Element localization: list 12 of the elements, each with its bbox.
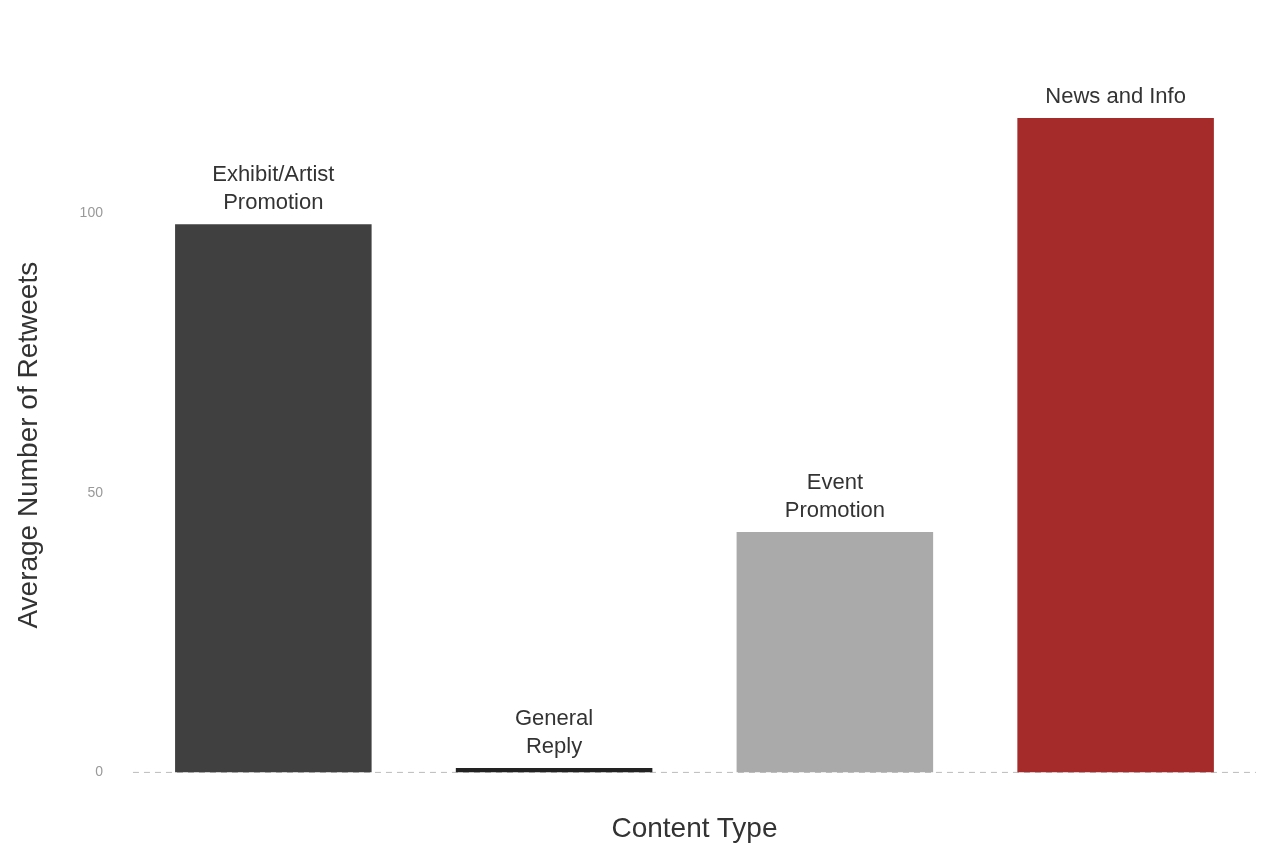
bar bbox=[1017, 118, 1214, 773]
y-tick-label: 0 bbox=[95, 763, 104, 780]
y-axis-title: Average Number of Retweets bbox=[11, 261, 43, 629]
x-axis-title: Content Type bbox=[611, 811, 778, 843]
x-tick-label: General Reply bbox=[514, 704, 594, 758]
bar bbox=[736, 531, 934, 773]
y-tick-label: 50 bbox=[87, 483, 104, 500]
bar bbox=[175, 224, 372, 773]
y-tick-label: 100 bbox=[79, 203, 104, 220]
x-tick-label: News and Info bbox=[1045, 83, 1186, 109]
x-tick-label: Exhibit/Artist Promotion bbox=[212, 161, 335, 215]
x-tick-label: Event Promotion bbox=[784, 468, 885, 522]
